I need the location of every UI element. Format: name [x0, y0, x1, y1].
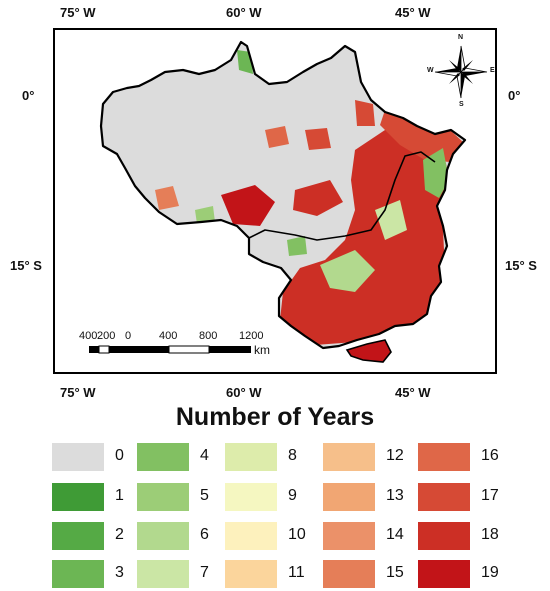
scale-bar-segment-6 — [209, 346, 251, 353]
coord-top-60w: 60° W — [226, 5, 262, 20]
legend-swatch-1 — [52, 483, 104, 511]
coord-bottom-45w: 45° W — [395, 385, 431, 400]
coord-left-0: 0° — [22, 88, 35, 103]
compass-diagonal-nw — [449, 60, 460, 71]
compass-needle-west — [435, 68, 461, 72]
scale-bar-segment-4 — [119, 346, 169, 353]
light-green-south — [320, 250, 375, 292]
legend-swatch-6 — [137, 522, 189, 550]
compass-needle-east — [461, 72, 487, 76]
legend-label-1: 1 — [115, 487, 124, 504]
internal-boundary-line — [248, 151, 436, 241]
legend-label-9: 9 — [288, 487, 297, 504]
scale-label-400: 400 — [159, 330, 178, 342]
light-green-center — [375, 200, 407, 240]
legend-swatch-12 — [323, 443, 375, 471]
legend-label-18: 18 — [481, 526, 499, 543]
scale-bar-segment-5 — [168, 345, 210, 354]
southern-fragment — [345, 339, 392, 363]
red-patch-west — [221, 185, 275, 226]
compass-label-e: E — [490, 67, 495, 74]
legend-swatch-11 — [225, 560, 277, 588]
legend-label-11: 11 — [288, 564, 305, 581]
green-fleck-central — [287, 236, 307, 256]
compass-label-n: N — [458, 34, 464, 41]
red-patch-center — [293, 180, 343, 216]
legend-label-3: 3 — [115, 564, 124, 581]
scale-bar-segment-1 — [89, 346, 99, 353]
legend-label-14: 14 — [386, 526, 404, 543]
compass-label-s: S — [459, 101, 464, 108]
legend-swatch-5 — [137, 483, 189, 511]
dense-red-south — [280, 130, 450, 345]
coord-top-75w: 75° W — [60, 5, 96, 20]
compass-needle-south — [461, 72, 465, 98]
scale-unit-km: km — [254, 343, 270, 357]
compass-diagonal-se — [462, 73, 473, 84]
map-canvas — [89, 40, 488, 363]
green-fleck-west — [195, 206, 215, 224]
red-fleck-northwest — [155, 186, 179, 210]
legend-swatch-10 — [225, 522, 277, 550]
scale-label-400-left: 400 — [79, 330, 98, 342]
legend-swatch-9 — [225, 483, 277, 511]
scale-label-200: 200 — [97, 330, 116, 342]
red-patch-north — [355, 100, 375, 126]
legend-swatch-17 — [418, 483, 470, 511]
red-fleck-amazon — [265, 126, 289, 148]
legend-label-15: 15 — [386, 564, 404, 581]
legend-label-17: 17 — [481, 487, 499, 504]
scale-label-1200: 1200 — [239, 330, 264, 342]
legend-swatch-3 — [52, 560, 104, 588]
fire-years-raster — [155, 50, 463, 345]
compass-diagonal-ne — [462, 60, 473, 71]
legend-swatch-19 — [418, 560, 470, 588]
coord-right-0: 0° — [508, 88, 521, 103]
red-fleck-north-central — [305, 128, 331, 150]
compass-rose-icon — [434, 45, 488, 99]
legend-label-16: 16 — [481, 447, 499, 464]
coord-bottom-75w: 75° W — [60, 385, 96, 400]
scale-label-800: 800 — [199, 330, 218, 342]
legend-label-19: 19 — [481, 564, 499, 581]
legend-swatch-4 — [137, 443, 189, 471]
legend-swatch-14 — [323, 522, 375, 550]
legend-swatch-13 — [323, 483, 375, 511]
coord-top-45w: 45° W — [395, 5, 431, 20]
legend-label-4: 4 — [200, 447, 209, 464]
scale-bar-segment-2 — [98, 345, 110, 354]
region-outline — [99, 40, 467, 350]
coord-bottom-60w: 60° W — [226, 385, 262, 400]
legend-swatch-0 — [52, 443, 104, 471]
scale-bar-segment-3 — [109, 346, 119, 353]
coord-right-15s: 15° S — [505, 258, 537, 273]
region-fill — [99, 40, 467, 363]
compass-needle-north — [457, 46, 461, 72]
legend-swatch-18 — [418, 522, 470, 550]
legend-swatch-2 — [52, 522, 104, 550]
legend-label-8: 8 — [288, 447, 297, 464]
legend-label-2: 2 — [115, 526, 124, 543]
legend-title: Number of Years — [175, 403, 375, 431]
coord-left-15s: 15° S — [10, 258, 42, 273]
scale-bar — [89, 345, 251, 354]
legend-label-13: 13 — [386, 487, 404, 504]
legend-swatch-7 — [137, 560, 189, 588]
legend-swatch-16 — [418, 443, 470, 471]
green-patch-east — [423, 148, 449, 198]
compass-diagonal-sw — [449, 73, 460, 84]
legend-label-12: 12 — [386, 447, 404, 464]
compass-label-w: W — [427, 67, 434, 74]
legend-swatch-8 — [225, 443, 277, 471]
legend-label-6: 6 — [200, 526, 209, 543]
legend-label-10: 10 — [288, 526, 306, 543]
map-frame: N S E W 400 200 0 400 800 1200 km — [53, 28, 497, 374]
scale-label-0: 0 — [125, 330, 132, 342]
legend-label-7: 7 — [200, 564, 209, 581]
legend-label-5: 5 — [200, 487, 209, 504]
legend-label-0: 0 — [115, 447, 124, 464]
legend-swatch-15 — [323, 560, 375, 588]
